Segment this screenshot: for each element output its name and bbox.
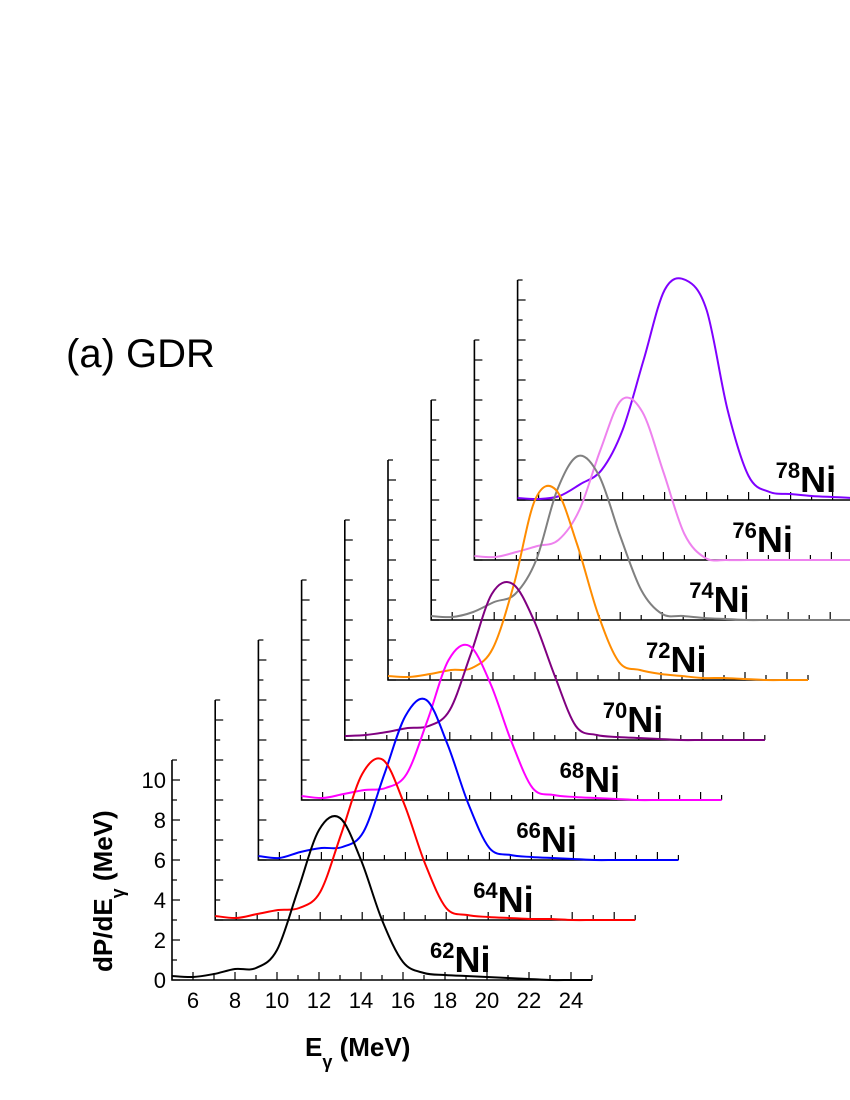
axis-76Ni: [473, 340, 850, 561]
isotope-symbol: Ni: [541, 819, 577, 860]
isotope-label-70Ni: 70Ni: [603, 698, 663, 740]
axis-70Ni: [344, 520, 765, 741]
y-tick-label: 4: [154, 888, 166, 913]
isotope-mass: 62: [430, 938, 454, 963]
y-axis-title-sub: γ: [108, 888, 128, 898]
panel-70Ni: 70Ni: [344, 519, 766, 742]
isotope-mass: 68: [560, 758, 584, 783]
y-tick-label: 6: [154, 848, 166, 873]
x-axis-title-main: E: [305, 1032, 322, 1062]
isotope-symbol: Ni: [498, 879, 534, 920]
curve-70Ni: [344, 581, 765, 742]
panel-72Ni: 72Ni: [387, 459, 809, 682]
isotope-symbol: Ni: [670, 639, 706, 680]
isotope-symbol: Ni: [714, 579, 750, 620]
curve-72Ni: [387, 484, 808, 682]
panel-64Ni: 64Ni: [214, 699, 636, 922]
x-tick-label: 24: [559, 988, 583, 1013]
curve-76Ni: [474, 396, 850, 562]
axis-68Ni: [300, 580, 722, 801]
isotope-mass: 72: [646, 638, 670, 663]
isotope-label-72Ni: 72Ni: [646, 638, 706, 680]
x-tick-label: 10: [265, 988, 289, 1013]
isotope-symbol: Ni: [800, 459, 836, 500]
x-axis-title-unit: (MeV): [332, 1032, 410, 1062]
curve-78Ni: [517, 277, 850, 501]
x-axis-title-sub: γ: [322, 1052, 332, 1072]
isotope-mass: 64: [473, 878, 498, 903]
axis-62Ni: [171, 760, 592, 981]
y-tick-label: 2: [154, 928, 166, 953]
isotope-label-64Ni: 64Ni: [473, 878, 533, 920]
x-tick-label: 14: [349, 988, 373, 1013]
isotope-label-68Ni: 68Ni: [560, 758, 620, 800]
isotope-label-74Ni: 74Ni: [689, 578, 749, 620]
isotope-label-62Ni: 62Ni: [430, 938, 490, 980]
curve-64Ni: [215, 757, 636, 922]
y-axis-title-unit: (MeV): [88, 810, 118, 888]
axis-64Ni: [214, 700, 636, 921]
isotope-symbol: Ni: [454, 939, 490, 980]
x-tick-label: 18: [433, 988, 457, 1013]
panel-62Ni: 62Ni: [171, 759, 593, 982]
panel-78Ni: 78Ni: [516, 277, 850, 501]
panel-68Ni: 68Ni: [300, 579, 723, 802]
x-tick-label: 16: [391, 988, 415, 1013]
x-tick-label: 8: [229, 988, 241, 1013]
y-axis-title: dP/dEγ (MeV): [88, 810, 128, 972]
isotope-mass: 70: [603, 698, 627, 723]
x-tick-label: 22: [517, 988, 541, 1013]
isotope-label-78Ni: 78Ni: [776, 458, 836, 500]
curve-68Ni: [301, 643, 722, 802]
x-tick-label: 12: [307, 988, 331, 1013]
isotope-mass: 74: [689, 578, 714, 603]
panel-74Ni: 74Ni: [430, 399, 850, 622]
y-axis-title-main: dP/dE: [88, 898, 118, 972]
isotope-symbol: Ni: [627, 699, 663, 740]
axis-72Ni: [387, 460, 808, 681]
isotope-mass: 76: [732, 518, 756, 543]
curve-66Ni: [258, 697, 679, 862]
curve-62Ni: [171, 815, 592, 982]
isotope-symbol: Ni: [757, 519, 793, 560]
isotope-mass: 78: [776, 458, 800, 483]
isotope-label-66Ni: 66Ni: [516, 818, 576, 860]
y-tick-label: 0: [154, 968, 166, 993]
isotope-mass: 66: [516, 818, 540, 843]
panel-76Ni: 76Ni: [473, 339, 850, 562]
isotope-symbol: Ni: [584, 759, 620, 800]
panel-label: (a) GDR: [66, 332, 215, 376]
y-tick-label: 10: [142, 768, 166, 793]
x-tick-label: 20: [475, 988, 499, 1013]
isotope-label-76Ni: 76Ni: [732, 518, 792, 560]
x-axis-title: Eγ (MeV): [305, 1032, 410, 1072]
curve-74Ni: [431, 454, 850, 622]
y-tick-label: 8: [154, 808, 166, 833]
panel-66Ni: 66Ni: [257, 639, 680, 862]
x-tick-label: 6: [187, 988, 199, 1013]
